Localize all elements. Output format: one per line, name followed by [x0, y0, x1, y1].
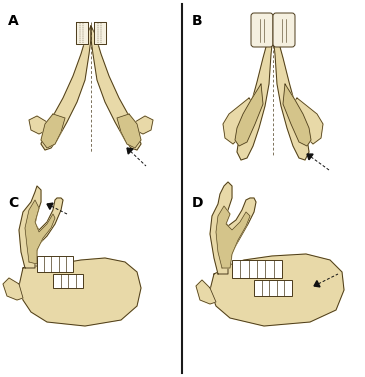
Polygon shape — [3, 278, 23, 300]
Polygon shape — [29, 116, 47, 134]
Polygon shape — [117, 114, 141, 148]
Polygon shape — [237, 26, 273, 160]
Text: A: A — [8, 14, 19, 28]
Polygon shape — [283, 84, 311, 146]
Polygon shape — [135, 116, 153, 134]
Polygon shape — [210, 254, 344, 326]
Bar — [232, 260, 282, 278]
Bar — [37, 256, 73, 272]
Text: B: B — [192, 14, 203, 28]
Bar — [254, 280, 292, 296]
Polygon shape — [210, 182, 256, 274]
Polygon shape — [216, 206, 250, 268]
Polygon shape — [291, 98, 323, 144]
Polygon shape — [127, 148, 133, 154]
Polygon shape — [94, 22, 106, 44]
FancyBboxPatch shape — [251, 13, 273, 47]
Polygon shape — [223, 98, 255, 144]
Polygon shape — [235, 84, 263, 146]
Polygon shape — [314, 280, 320, 287]
Polygon shape — [47, 203, 53, 209]
Polygon shape — [91, 26, 141, 150]
Bar — [53, 274, 83, 288]
Polygon shape — [19, 258, 141, 326]
Polygon shape — [19, 186, 63, 268]
Polygon shape — [25, 200, 55, 264]
Polygon shape — [196, 280, 216, 304]
Polygon shape — [76, 22, 88, 44]
Polygon shape — [307, 154, 313, 160]
Polygon shape — [273, 26, 309, 160]
Text: C: C — [8, 196, 18, 210]
Polygon shape — [41, 26, 91, 150]
FancyBboxPatch shape — [273, 13, 295, 47]
Polygon shape — [41, 114, 65, 148]
Text: D: D — [192, 196, 204, 210]
